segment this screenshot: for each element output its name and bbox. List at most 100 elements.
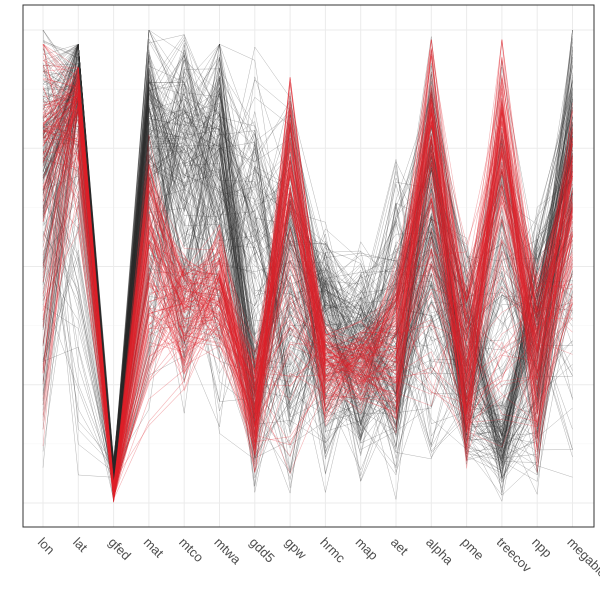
series-line — [42, 101, 573, 484]
series-line — [42, 94, 573, 490]
series-line — [42, 62, 573, 477]
series-line — [42, 69, 573, 475]
series-line — [42, 77, 573, 491]
series-line — [42, 29, 573, 494]
series-line — [42, 29, 573, 480]
series-line — [42, 62, 573, 492]
series-line — [42, 99, 573, 496]
series-line — [42, 53, 573, 497]
series-line — [42, 54, 573, 470]
series-line — [42, 55, 573, 498]
series-line — [42, 44, 573, 493]
series-line — [42, 99, 573, 459]
series-line — [42, 54, 573, 493]
series-line — [42, 43, 573, 484]
series-line — [42, 77, 573, 487]
series-line — [42, 68, 573, 484]
series-line — [42, 105, 573, 490]
series-line — [42, 65, 573, 476]
series-line — [42, 64, 573, 490]
series-line — [42, 44, 573, 479]
series-line — [42, 51, 573, 485]
series-line — [42, 44, 573, 485]
series-line — [42, 70, 573, 500]
series-line — [42, 124, 573, 473]
series-line — [42, 55, 573, 496]
series-line — [42, 107, 573, 487]
series-line — [42, 71, 573, 484]
series-line — [42, 114, 573, 488]
series-line — [42, 129, 573, 486]
series-line — [42, 86, 573, 496]
series-line — [42, 94, 573, 487]
series-line — [42, 86, 573, 475]
series-line — [42, 43, 573, 484]
series-line — [42, 48, 573, 498]
series-line — [42, 93, 573, 485]
series-line — [42, 60, 573, 493]
series-line — [42, 102, 573, 488]
series-line — [42, 29, 573, 492]
series-line — [42, 145, 573, 481]
series-line — [42, 43, 573, 482]
series-line — [42, 76, 573, 494]
series-line — [42, 45, 573, 493]
series-line — [42, 94, 573, 483]
series-line — [42, 78, 573, 487]
series-line — [42, 41, 573, 470]
series-line — [42, 39, 573, 501]
series-line — [42, 67, 573, 490]
series-line — [42, 60, 573, 479]
series-line — [42, 142, 573, 500]
series-line — [42, 89, 573, 492]
series-line — [42, 54, 573, 464]
series-line — [42, 121, 573, 500]
series-line — [42, 138, 573, 497]
series-line — [42, 47, 573, 487]
series-line — [42, 122, 573, 488]
series-line — [42, 53, 573, 486]
series-line — [42, 88, 573, 498]
series-line — [42, 56, 573, 489]
series-line — [42, 82, 573, 497]
series-line — [42, 99, 573, 494]
series-line — [42, 67, 573, 495]
series-line — [42, 92, 573, 479]
series-line — [42, 44, 573, 490]
series-line — [42, 63, 573, 470]
series-line — [42, 90, 573, 502]
series-line — [42, 82, 573, 497]
series-line — [42, 43, 573, 468]
series-line — [42, 71, 573, 497]
series-line — [42, 92, 573, 493]
series-line — [42, 81, 573, 486]
series-line — [42, 59, 573, 489]
series-line — [42, 82, 573, 500]
series-line — [42, 90, 573, 487]
series-line — [42, 96, 573, 473]
series-line — [42, 43, 573, 493]
series-line — [42, 75, 573, 490]
series-line — [42, 87, 573, 472]
series-line — [42, 117, 573, 497]
series-line — [42, 75, 573, 478]
series-line — [42, 29, 573, 482]
series-line — [42, 78, 573, 498]
series-line — [42, 115, 573, 488]
series-line — [42, 84, 573, 493]
series-line — [42, 85, 573, 493]
series-line — [42, 111, 573, 489]
series-line — [42, 67, 573, 498]
series-line — [42, 29, 573, 463]
series-line — [42, 83, 573, 466]
series-line — [42, 75, 573, 495]
series-line — [42, 39, 573, 503]
series-line — [42, 112, 573, 500]
series-line — [42, 39, 573, 483]
series-line — [42, 44, 573, 492]
series-line — [42, 69, 573, 474]
series-line — [42, 98, 573, 491]
series-line — [42, 65, 573, 485]
